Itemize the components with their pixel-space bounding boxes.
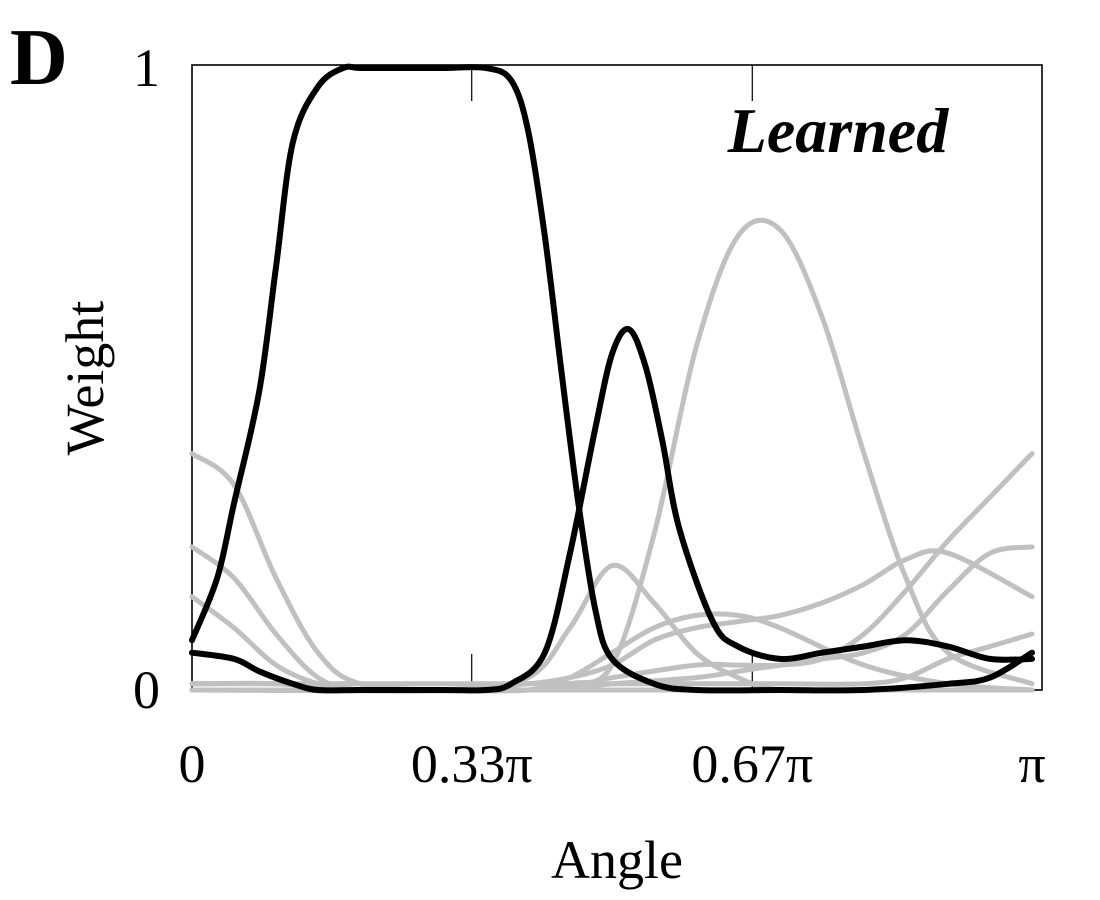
x-axis-label: Angle <box>551 830 683 890</box>
panel-label: D <box>10 14 68 102</box>
x-tick-label: 0.67π <box>691 734 813 794</box>
x-tick-label: 0.33π <box>411 734 533 794</box>
highlight-series-line-11 <box>189 63 1035 694</box>
x-tick-label: 0 <box>179 734 206 794</box>
plot-area <box>191 64 1043 691</box>
tick-labels: 0 0.33π 0.67π π 0 1 <box>133 38 1046 794</box>
x-tick-label: π <box>1018 734 1045 794</box>
series-group <box>189 63 1035 694</box>
y-tick-label: 0 <box>133 660 160 720</box>
y-axis-label: Weight <box>55 301 115 456</box>
background-series-line-9 <box>189 544 1035 693</box>
chart-title: Learned <box>727 95 949 166</box>
y-tick-label: 1 <box>133 38 160 98</box>
highlight-series-line-12 <box>189 326 1035 694</box>
